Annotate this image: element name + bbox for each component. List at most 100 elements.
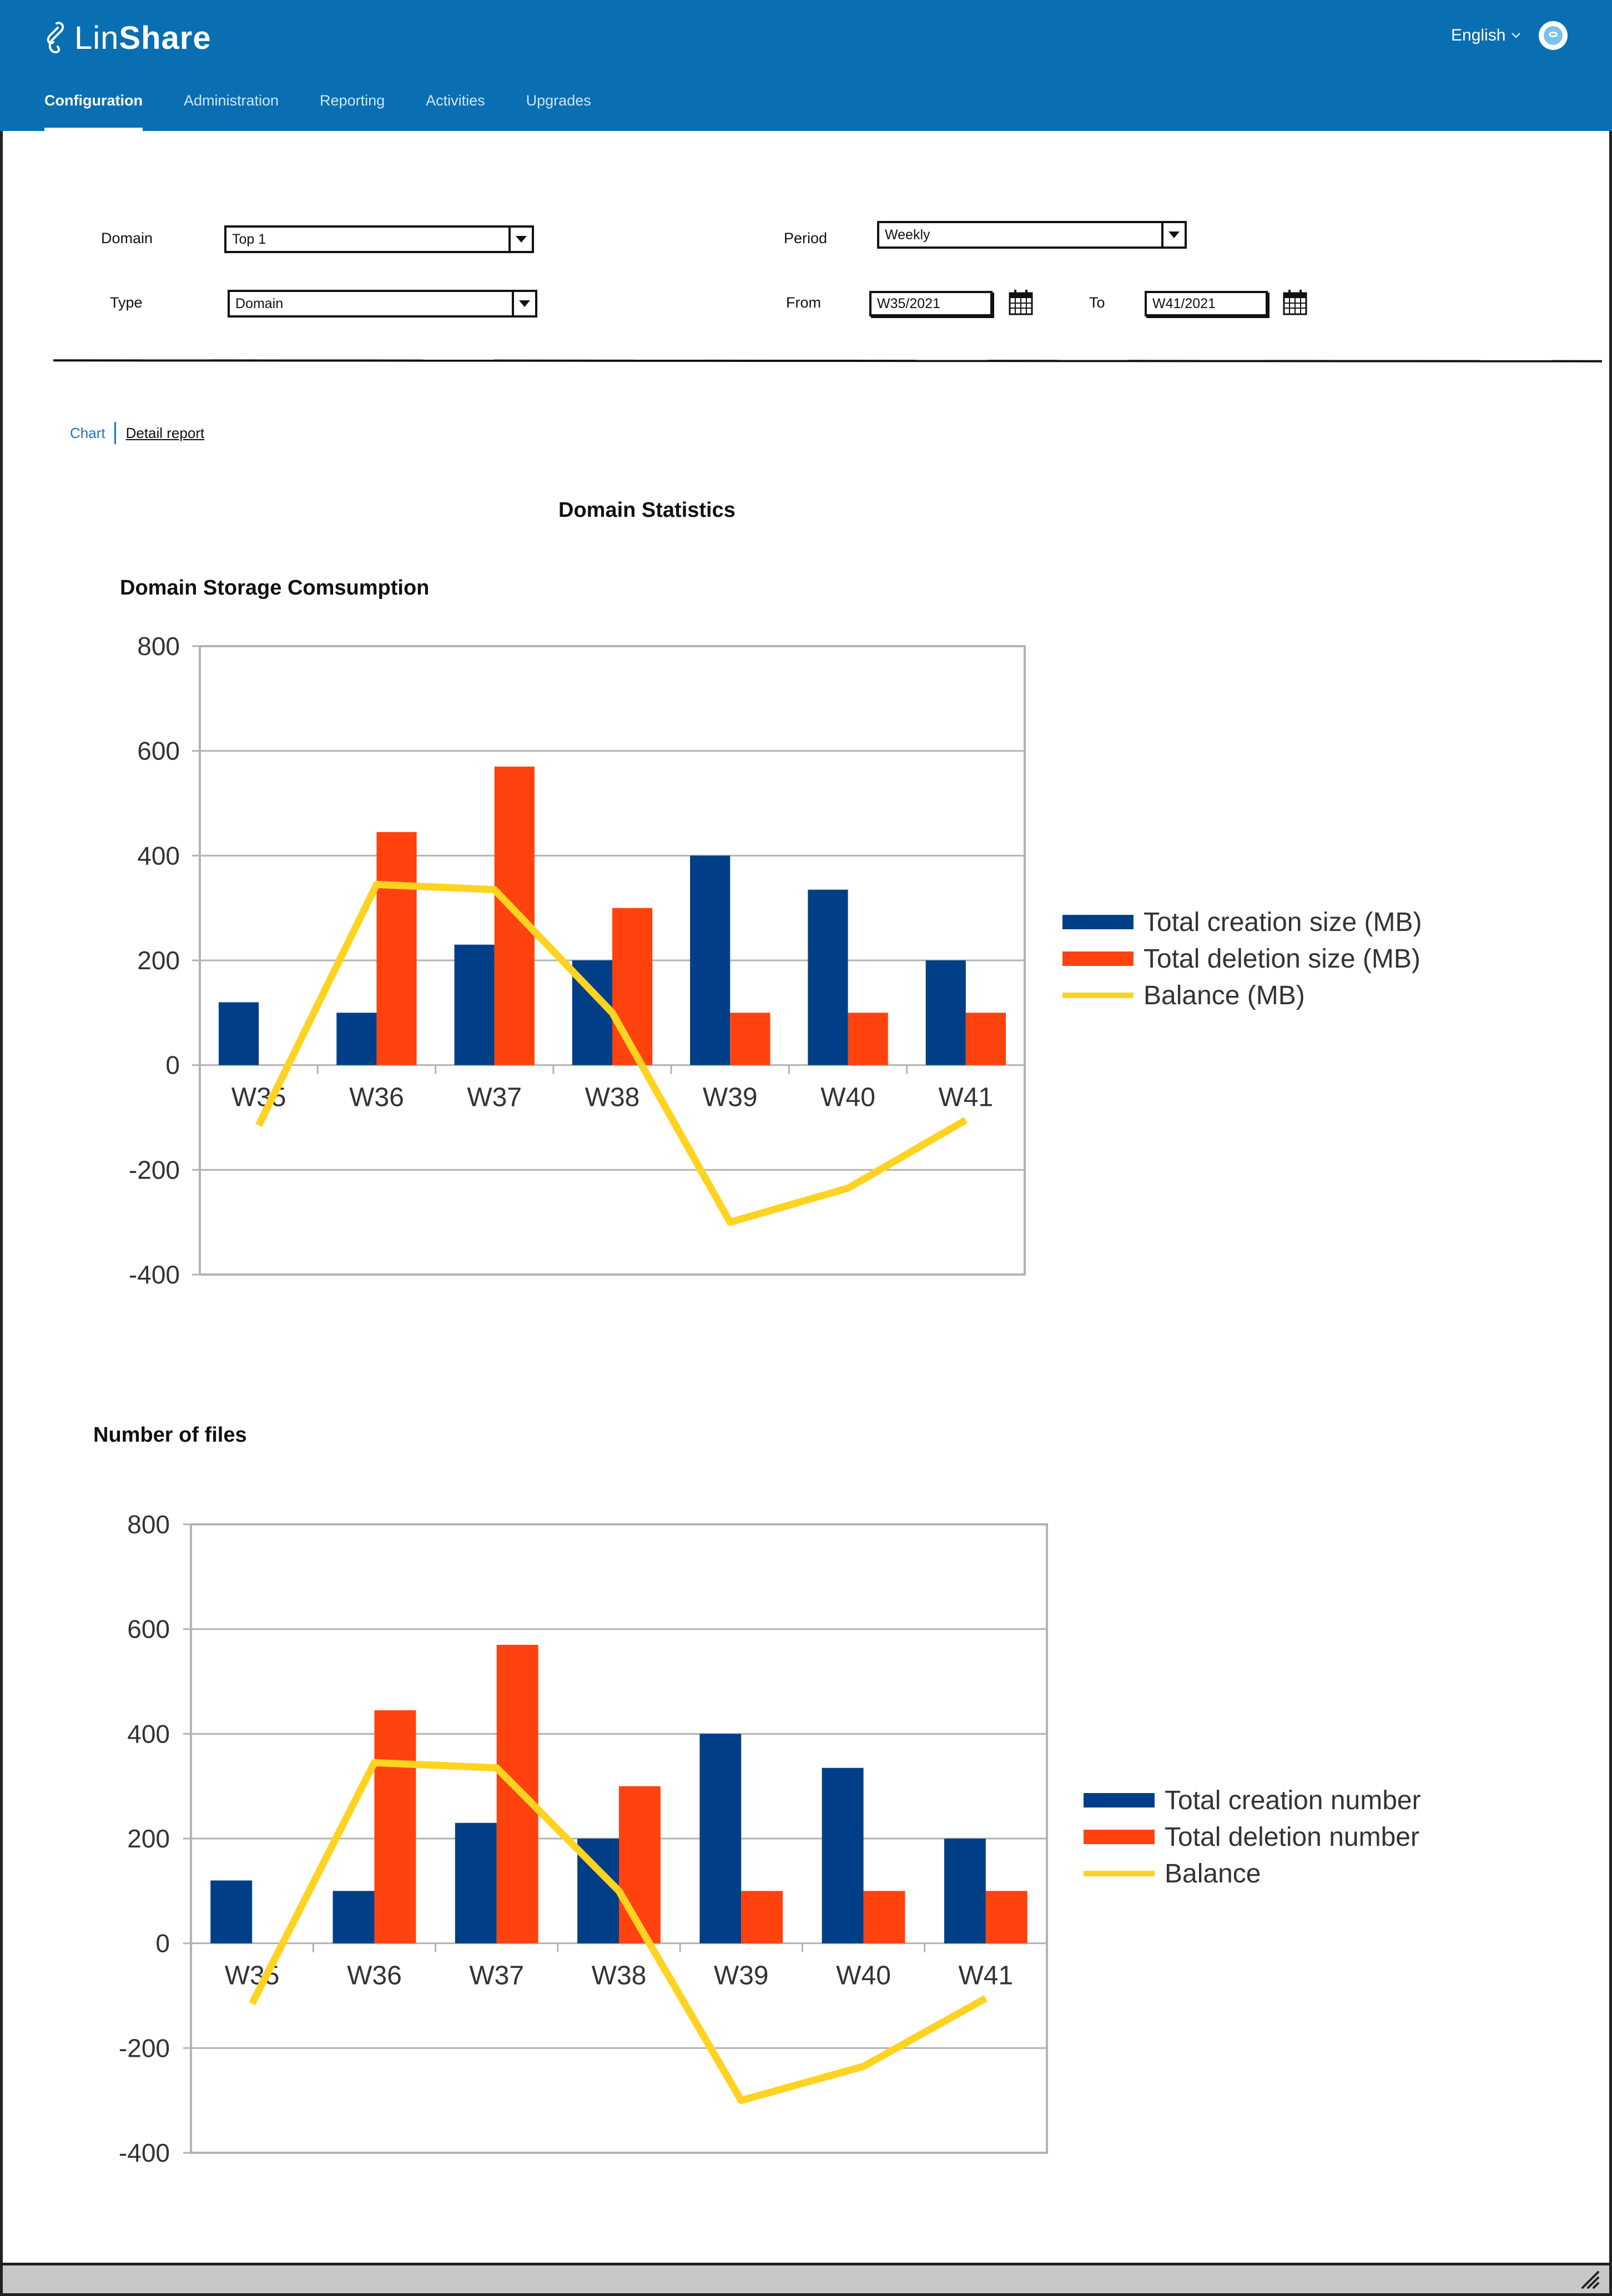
- legend-entry: Total creation size (MB): [1062, 904, 1422, 940]
- files-chart-legend: Total creation number Total deletion numb…: [1084, 1782, 1421, 1892]
- legend-swatch: [1062, 951, 1134, 966]
- tab-chart[interactable]: Chart: [70, 424, 105, 441]
- bar: [496, 1644, 538, 1943]
- bar: [612, 908, 653, 1065]
- from-date-value: W35/2021: [877, 295, 940, 311]
- bar: [944, 1839, 986, 1943]
- x-tick-label: W36: [349, 1083, 404, 1112]
- to-date-value: W41/2021: [1152, 295, 1216, 311]
- bar: [730, 1013, 770, 1065]
- domain-select[interactable]: Top 1: [224, 225, 534, 253]
- x-tick-label: W40: [836, 1961, 891, 1991]
- user-icon: [1544, 26, 1563, 45]
- bar: [741, 1891, 783, 1943]
- y-tick-label: 400: [137, 841, 180, 870]
- tab-configuration[interactable]: Configuration: [44, 88, 143, 131]
- calendar-icon[interactable]: [1282, 289, 1308, 316]
- bar: [690, 855, 731, 1065]
- tab-activities[interactable]: Activities: [426, 92, 485, 109]
- resize-handle-icon[interactable]: [1579, 2269, 1599, 2289]
- x-tick-label: W39: [703, 1083, 758, 1112]
- bar: [455, 1822, 497, 1943]
- y-tick-label: 400: [127, 1719, 170, 1748]
- x-tick-label: W38: [585, 1083, 640, 1112]
- x-tick-label: W39: [714, 1961, 769, 1991]
- calendar-icon[interactable]: [1008, 289, 1034, 316]
- to-date-input[interactable]: W41/2021: [1145, 291, 1268, 316]
- tab-administration[interactable]: Administration: [183, 92, 279, 109]
- bar: [925, 960, 966, 1065]
- x-tick-label: W38: [592, 1961, 647, 1991]
- type-label: Type: [110, 294, 143, 311]
- legend-label: Balance (MB): [1143, 980, 1305, 1010]
- legend-entry: Total creation number: [1084, 1782, 1421, 1819]
- page-title: Domain Statistics: [558, 499, 736, 522]
- period-select[interactable]: Weekly: [877, 221, 1187, 249]
- y-tick-label: 200: [127, 1824, 170, 1853]
- bar: [822, 1768, 864, 1943]
- bar: [218, 1002, 259, 1065]
- bar: [619, 1786, 661, 1943]
- storage-chart-legend: Total creation size (MB) Total deletion s…: [1062, 904, 1422, 1014]
- from-date-input[interactable]: W35/2021: [869, 291, 993, 316]
- language-selector[interactable]: English: [1451, 23, 1521, 48]
- app-logo[interactable]: LinShare: [43, 16, 211, 60]
- bar: [494, 766, 535, 1065]
- bar: [454, 944, 495, 1065]
- bar: [863, 1891, 905, 1943]
- period-label: Period: [784, 230, 828, 246]
- y-tick-label: -200: [119, 2033, 170, 2062]
- legend-label: Total creation number: [1165, 1785, 1421, 1815]
- legend-entry: Balance (MB): [1062, 977, 1422, 1014]
- x-tick-label: W41: [939, 1083, 994, 1112]
- legend-swatch: [1084, 1830, 1155, 1844]
- tab-reporting[interactable]: Reporting: [320, 92, 385, 109]
- legend-entry: Total deletion number: [1084, 1819, 1421, 1855]
- dropdown-arrow-icon[interactable]: [1161, 223, 1185, 246]
- bar: [336, 1013, 377, 1065]
- logo-text-lin: Lin: [74, 19, 119, 56]
- view-tabs: Chart Detail report: [70, 422, 204, 444]
- y-tick-label: 0: [165, 1051, 180, 1080]
- bar: [210, 1880, 253, 1943]
- x-tick-label: W37: [469, 1961, 524, 1991]
- user-avatar[interactable]: [1539, 21, 1568, 50]
- y-tick-label: 600: [137, 737, 180, 766]
- link-icon: [47, 22, 64, 54]
- plot-frame: [199, 645, 1026, 1276]
- domain-label: Domain: [101, 230, 153, 246]
- bar: [699, 1734, 742, 1943]
- y-tick-label: -400: [129, 1260, 180, 1289]
- main-nav: Configuration Administration Reporting A…: [44, 88, 591, 131]
- x-tick-label: W41: [959, 1961, 1014, 1991]
- y-tick-label: 800: [127, 1510, 170, 1539]
- x-tick-label: W37: [467, 1083, 522, 1112]
- tab-upgrades[interactable]: Upgrades: [526, 92, 591, 109]
- language-label: English: [1451, 26, 1506, 44]
- dropdown-arrow-icon[interactable]: [512, 292, 535, 315]
- legend-label: Total deletion size (MB): [1143, 944, 1420, 974]
- files-chart-title: Number of files: [93, 1423, 247, 1447]
- tab-detail-report[interactable]: Detail report: [125, 424, 205, 441]
- x-tick-label: W36: [347, 1961, 402, 1991]
- dropdown-arrow-icon[interactable]: [508, 228, 532, 251]
- type-select-value: Domain: [235, 295, 284, 311]
- y-tick-label: 600: [127, 1615, 170, 1644]
- legend-label: Total creation size (MB): [1143, 907, 1422, 937]
- y-tick-label: 0: [155, 1929, 170, 1958]
- bar: [333, 1891, 375, 1943]
- legend-swatch: [1084, 1793, 1155, 1807]
- top-bar: LinShare English Configuration Administr…: [0, 0, 1612, 131]
- legend-swatch: [1062, 993, 1134, 998]
- bar: [848, 1013, 888, 1065]
- legend-swatch: [1084, 1871, 1155, 1876]
- logo-text-share: Share: [119, 19, 211, 56]
- bar: [808, 889, 848, 1065]
- bar: [376, 832, 417, 1065]
- legend-entry: Balance: [1084, 1855, 1421, 1892]
- tab-separator: [114, 422, 116, 444]
- type-select[interactable]: Domain: [228, 290, 537, 318]
- bar: [965, 1013, 1006, 1065]
